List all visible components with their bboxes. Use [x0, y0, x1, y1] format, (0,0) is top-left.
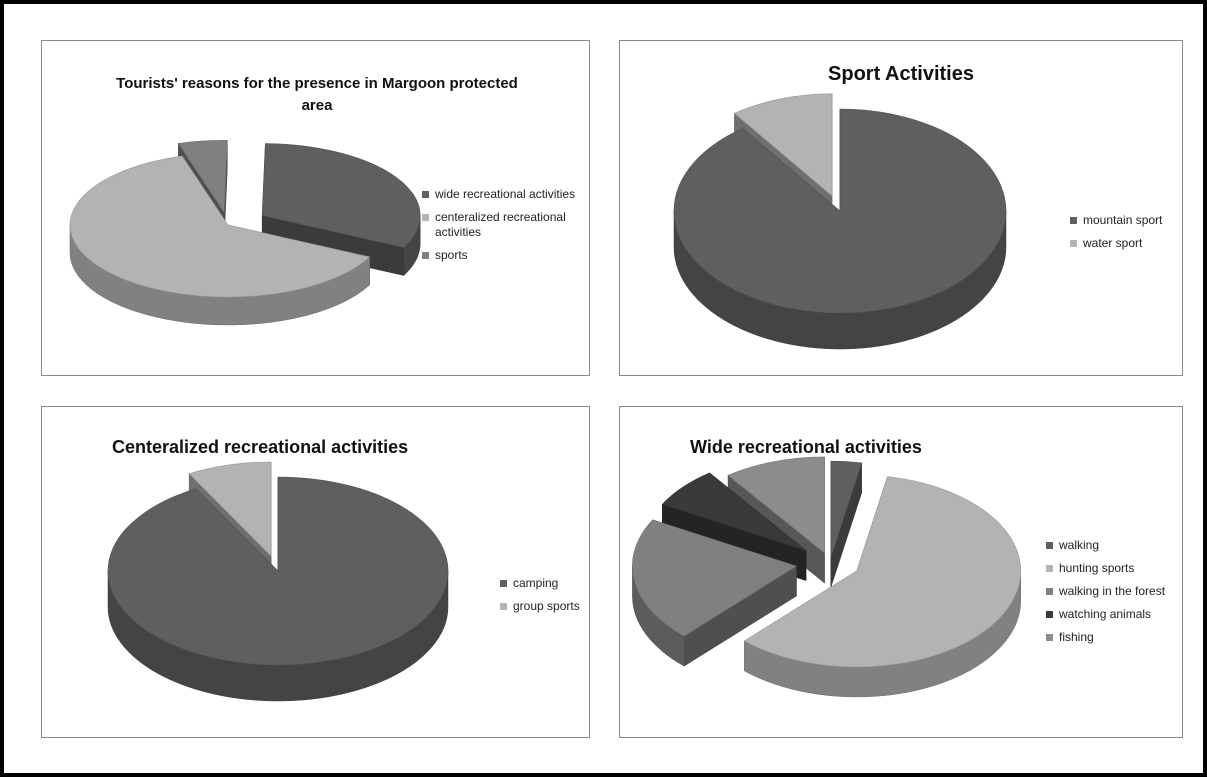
chart-panel-sport: Sport Activities mountain sport water spo…: [619, 40, 1183, 376]
pie-slice-mountain-sport: [673, 108, 1007, 350]
legend-item: fishing: [1046, 630, 1181, 645]
legend-item: centeralized recreational activities: [422, 210, 582, 240]
legend-item: water sport: [1070, 236, 1180, 251]
chart-legend: walking hunting sports walking in the fore…: [1046, 538, 1181, 653]
legend-item: walking: [1046, 538, 1181, 553]
legend-item: group sports: [500, 599, 588, 614]
legend-label: group sports: [513, 599, 580, 613]
legend-swatch: [1046, 588, 1053, 595]
legend-label: camping: [513, 576, 559, 590]
legend-swatch: [500, 580, 507, 587]
legend-label: water sport: [1083, 236, 1143, 250]
legend-label: watching animals: [1059, 607, 1152, 621]
legend-label: walking in the forest: [1059, 584, 1166, 598]
legend-swatch: [1070, 217, 1077, 224]
pie-slice-camping: [107, 476, 449, 702]
pie-chart-sport: [673, 93, 1007, 350]
legend-label: centeralized recreational activities: [435, 210, 566, 239]
legend-swatch: [1046, 542, 1053, 549]
legend-swatch: [1070, 240, 1077, 247]
legend-label: walking: [1059, 538, 1100, 552]
legend-swatch: [1046, 565, 1053, 572]
chart-title: Sport Activities: [828, 63, 974, 85]
legend-swatch: [422, 214, 429, 221]
legend-label: mountain sport: [1083, 213, 1163, 227]
legend-item: hunting sports: [1046, 561, 1181, 576]
chart-title: Wide recreational activities: [690, 437, 922, 457]
pie-chart-wide: [632, 456, 1022, 698]
pie-chart-centeralized: [107, 461, 449, 702]
legend-swatch: [1046, 611, 1053, 618]
chart-panel-centeralized: Centeralized recreational activities cam…: [41, 406, 590, 738]
legend-item: walking in the forest: [1046, 584, 1181, 599]
legend-swatch: [500, 603, 507, 610]
pie-slice-centeralized-recreational-activities: [69, 155, 371, 326]
pie-slice-hunting-sports: [743, 476, 1022, 698]
legend-item: watching animals: [1046, 607, 1181, 622]
legend-label: hunting sports: [1059, 561, 1135, 575]
pie-chart-reasons: [69, 140, 421, 326]
legend-label: fishing: [1059, 630, 1094, 644]
pie-slice-walking-in-the-forest: [632, 519, 798, 667]
chart-legend: wide recreational activities centeralized…: [422, 187, 582, 271]
chart-panel-reasons: Tourists' reasons for the presence in Ma…: [41, 40, 590, 376]
chart-legend: camping group sports: [500, 576, 588, 622]
chart-title: Centeralized recreational activities: [112, 437, 409, 457]
legend-item: sports: [422, 248, 582, 263]
legend-label: wide recreational activities: [435, 187, 576, 201]
legend-swatch: [1046, 634, 1053, 641]
legend-item: mountain sport: [1070, 213, 1180, 228]
legend-swatch: [422, 191, 429, 198]
legend-item: wide recreational activities: [422, 187, 582, 202]
chart-title: Tourists' reasons for the presence in Ma…: [116, 75, 518, 114]
chart-panel-wide: Wide recreational activities walking hunt…: [619, 406, 1183, 738]
pie-slice-walking: [830, 460, 863, 588]
chart-legend: mountain sport water sport: [1070, 213, 1180, 259]
legend-item: camping: [500, 576, 588, 591]
legend-swatch: [422, 252, 429, 259]
legend-label: sports: [435, 248, 468, 262]
